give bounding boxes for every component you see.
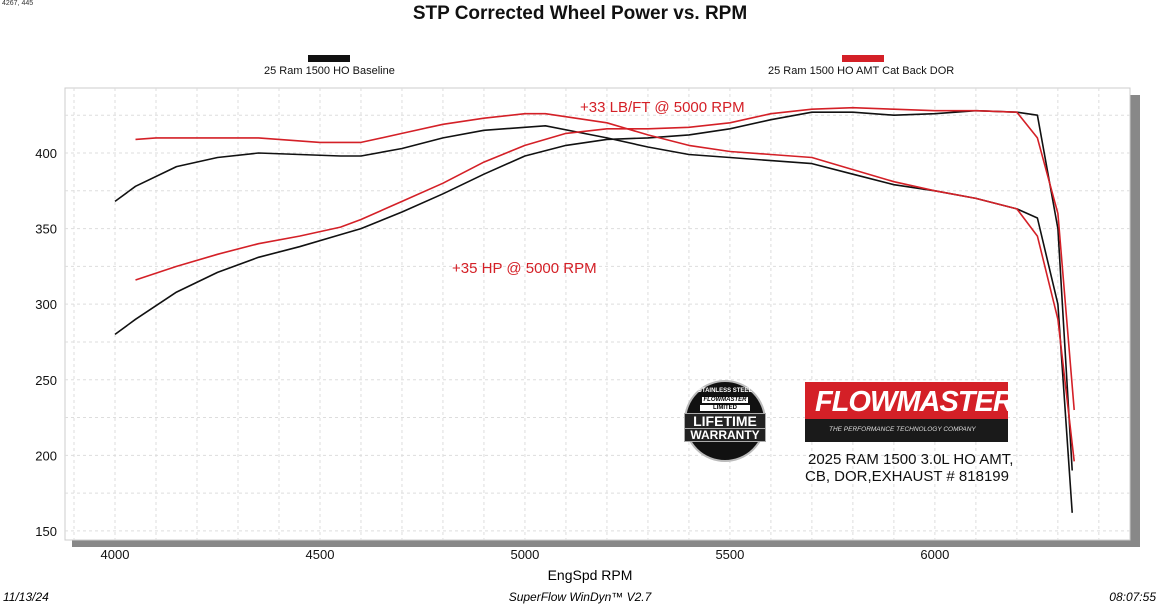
- cursor-readout: 4267, 445: [2, 0, 34, 7]
- x-tick-label: 5000: [510, 547, 539, 562]
- series-catback-hp-line: [135, 106, 1075, 411]
- warranty-top-text: STAINLESS STEEL: [697, 388, 753, 394]
- x-tick-label: 6000: [920, 547, 949, 562]
- x-tick-label: 5500: [715, 547, 744, 562]
- lifetime-warranty-logo: STAINLESS STEEL FLOWMASTER LIMITED LIFET…: [684, 380, 766, 462]
- x-tick-label: 4500: [306, 547, 335, 562]
- legend-swatch-baseline: [308, 55, 350, 62]
- warranty-line1: LIFETIME: [684, 413, 766, 429]
- x-axis-label: EngSpd RPM: [547, 567, 633, 583]
- frame-shadow-right: [1130, 95, 1140, 547]
- vehicle-note: 2025 RAM 1500 3.0L HO AMT, CB, DOR,EXHAU…: [805, 451, 1014, 485]
- legend-baseline: 25 Ram 1500 HO Baseline: [264, 65, 395, 77]
- legend-swatch-catback: [842, 55, 884, 62]
- y-tick-label: 350: [35, 222, 57, 237]
- series-catback-torque-line: [135, 112, 1075, 462]
- y-tick-label: 300: [35, 297, 57, 312]
- vehicle-note-line2: CB, DOR,EXHAUST # 818199: [805, 468, 1009, 485]
- x-tick-label: 4000: [101, 547, 130, 562]
- frame-shadow-bottom: [72, 540, 1140, 547]
- footer-software: SuperFlow WinDyn™ V2.7: [508, 590, 652, 604]
- warranty-limited: LIMITED: [700, 405, 750, 411]
- flowmaster-wordmark: FLOWMASTER: [815, 386, 1014, 418]
- chart-title: STP Corrected Wheel Power vs. RPM: [412, 3, 748, 24]
- y-tick-label: 250: [35, 373, 57, 388]
- hp-gain-annotation: +35 HP @ 5000 RPM: [452, 260, 597, 277]
- y-tick-label: 400: [35, 146, 57, 161]
- flowmaster-logo: FLOWMASTER THE PERFORMANCE TECHNOLOGY CO…: [805, 382, 1014, 442]
- flowmaster-tagline: THE PERFORMANCE TECHNOLOGY COMPANY: [829, 426, 976, 433]
- footer-time: 08:07:55: [1109, 590, 1156, 604]
- vehicle-note-line1: 2025 RAM 1500 3.0L HO AMT,: [808, 451, 1014, 468]
- plot-background: [64, 87, 1131, 541]
- y-tick-label: 200: [35, 448, 57, 463]
- warranty-line2: WARRANTY: [684, 428, 766, 442]
- torque-gain-annotation: +33 LB/FT @ 5000 RPM: [580, 99, 745, 116]
- y-tick-label: 150: [35, 524, 57, 539]
- warranty-brand: FLOWMASTER: [702, 397, 748, 403]
- footer-date: 11/13/24: [3, 590, 49, 604]
- legend-catback: 25 Ram 1500 HO AMT Cat Back DOR: [768, 65, 955, 77]
- series-baseline-hp-line: [114, 109, 1073, 471]
